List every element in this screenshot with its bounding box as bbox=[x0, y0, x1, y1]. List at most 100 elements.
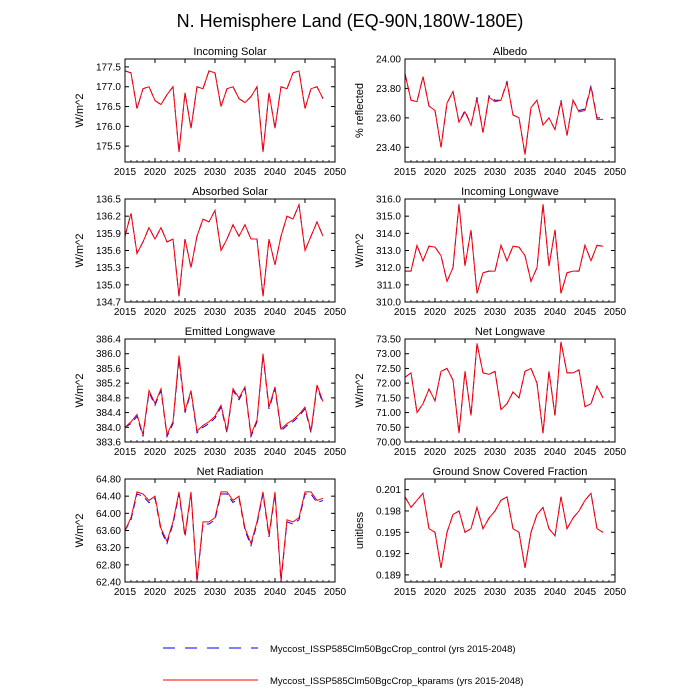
x-tick-label: 2045 bbox=[574, 447, 597, 458]
x-tick-label: 2025 bbox=[454, 167, 477, 178]
legend-control-label: Myccost_ISSP585Clm50BgcCrop_control (yrs… bbox=[270, 644, 516, 655]
x-tick-label: 2035 bbox=[234, 587, 257, 598]
series-line-control bbox=[124, 70, 324, 153]
y-tick-label: 64.80 bbox=[96, 475, 121, 486]
x-tick-label: 2040 bbox=[544, 447, 567, 458]
y-tick-label: 0.201 bbox=[376, 485, 401, 496]
x-tick-label: 2035 bbox=[514, 587, 537, 598]
panel-albedo: Albedo % reflected 2015 2020 2025 2030 2035 204… bbox=[354, 46, 627, 178]
panel-title: Ground Snow Covered Fraction bbox=[433, 466, 588, 478]
y-tick-label: 62.80 bbox=[96, 560, 121, 571]
y-tick-label: 23.80 bbox=[376, 84, 401, 95]
y-tick-label: 71.50 bbox=[376, 393, 401, 404]
x-tick-label: 2015 bbox=[394, 447, 417, 458]
x-tick-label: 2015 bbox=[114, 587, 137, 598]
x-tick-label: 2025 bbox=[174, 447, 197, 458]
y-axis-label: % reflected bbox=[354, 83, 366, 138]
x-tick-label: 2040 bbox=[264, 167, 287, 178]
y-tick-label: 23.40 bbox=[376, 143, 401, 154]
y-tick-label: 386.4 bbox=[96, 335, 121, 346]
y-tick-label: 72.00 bbox=[376, 379, 401, 390]
y-tick-label: 314.0 bbox=[376, 229, 401, 240]
x-tick-label: 2035 bbox=[514, 167, 537, 178]
x-tick-label: 2030 bbox=[204, 307, 227, 318]
x-tick-label: 2035 bbox=[234, 167, 257, 178]
plot-frame bbox=[404, 58, 616, 163]
y-tick-label: 385.6 bbox=[96, 364, 121, 375]
y-tick-label: 24.00 bbox=[376, 55, 401, 66]
panel-title: Emitted Longwave bbox=[185, 326, 276, 338]
x-tick-label: 2020 bbox=[144, 587, 167, 598]
x-tick-label: 2040 bbox=[264, 307, 287, 318]
x-tick-label: 2035 bbox=[514, 307, 537, 318]
x-tick-label: 2045 bbox=[294, 167, 317, 178]
y-tick-label: 311.0 bbox=[377, 280, 402, 291]
y-tick-label: 0.198 bbox=[376, 506, 401, 517]
series-line-control bbox=[124, 493, 324, 583]
y-tick-label: 175.5 bbox=[96, 142, 121, 153]
y-tick-label: 384.8 bbox=[96, 393, 121, 404]
series-line-control bbox=[404, 341, 604, 434]
x-tick-label: 2020 bbox=[424, 167, 447, 178]
y-axis-label: unitless bbox=[354, 511, 366, 549]
x-tick-label: 2020 bbox=[424, 307, 447, 318]
y-tick-label: 135.3 bbox=[96, 263, 121, 274]
panel-title: Absorbed Solar bbox=[192, 186, 268, 198]
x-tick-label: 2050 bbox=[604, 587, 627, 598]
series-line-kparams bbox=[404, 73, 603, 155]
y-tick-label: 310.0 bbox=[376, 298, 401, 309]
y-tick-label: 134.7 bbox=[96, 298, 121, 309]
x-tick-label: 2050 bbox=[324, 587, 347, 598]
x-tick-label: 2025 bbox=[174, 307, 197, 318]
y-tick-label: 135.9 bbox=[96, 229, 121, 240]
series-line-kparams bbox=[405, 204, 604, 294]
x-tick-label: 2040 bbox=[264, 587, 287, 598]
x-tick-label: 2050 bbox=[604, 447, 627, 458]
panel-title: Net Longwave bbox=[475, 326, 545, 338]
y-tick-label: 384.0 bbox=[96, 423, 121, 434]
y-tick-label: 315.0 bbox=[376, 212, 401, 223]
y-tick-label: 0.195 bbox=[376, 528, 401, 539]
series-line-control bbox=[404, 73, 603, 155]
panel-emitted-longwave: Emitted Longwave W/m^2 2015 2020 2025 2030 203… bbox=[74, 326, 347, 458]
plot-frame bbox=[124, 338, 336, 443]
y-tick-label: 176.0 bbox=[96, 122, 121, 133]
x-tick-label: 2050 bbox=[324, 167, 347, 178]
x-tick-label: 2020 bbox=[424, 587, 447, 598]
y-tick-label: 383.6 bbox=[96, 438, 121, 449]
panel-title: Albedo bbox=[493, 46, 527, 58]
series-line-kparams bbox=[124, 353, 324, 437]
legend-kparams-label: Myccost_ISSP585Clm50BgcCrop_kparams (yrs… bbox=[270, 676, 523, 687]
x-tick-label: 2045 bbox=[294, 447, 317, 458]
y-tick-label: 312.0 bbox=[376, 263, 401, 274]
series-line-control bbox=[124, 355, 324, 439]
x-tick-label: 2030 bbox=[484, 587, 507, 598]
y-tick-label: 64.40 bbox=[96, 492, 121, 503]
x-tick-label: 2040 bbox=[544, 167, 567, 178]
x-tick-label: 2045 bbox=[294, 307, 317, 318]
x-tick-label: 2015 bbox=[394, 587, 417, 598]
y-tick-label: 135.6 bbox=[96, 246, 121, 257]
y-tick-label: 71.00 bbox=[376, 408, 401, 419]
series-line-kparams bbox=[124, 202, 324, 297]
x-tick-label: 2020 bbox=[144, 167, 167, 178]
y-axis-label: W/m^2 bbox=[74, 514, 86, 548]
y-tick-label: 176.5 bbox=[96, 102, 121, 113]
x-tick-label: 2050 bbox=[324, 307, 347, 318]
panel-incoming-longwave: Incoming Longwave W/m^2 2015 2020 2025 2030 20… bbox=[354, 186, 627, 318]
x-tick-label: 2040 bbox=[264, 447, 287, 458]
y-tick-label: 384.4 bbox=[96, 408, 121, 419]
figure-title: N. Hemisphere Land (EQ-90N,180W-180E) bbox=[177, 11, 524, 31]
x-tick-label: 2015 bbox=[114, 307, 137, 318]
panel-net-radiation: Net Radiation W/m^2 2015 2020 2025 2030 2035 20… bbox=[74, 466, 347, 598]
x-tick-label: 2025 bbox=[174, 167, 197, 178]
series-line-control bbox=[404, 492, 604, 568]
x-tick-label: 2050 bbox=[324, 447, 347, 458]
y-tick-label: 316.0 bbox=[376, 195, 401, 206]
y-tick-label: 64.00 bbox=[96, 509, 121, 520]
y-tick-label: 72.50 bbox=[376, 364, 401, 375]
y-tick-label: 0.189 bbox=[376, 570, 401, 581]
plot-frame bbox=[404, 478, 616, 583]
x-tick-label: 2015 bbox=[394, 167, 417, 178]
y-tick-label: 73.00 bbox=[376, 349, 401, 360]
